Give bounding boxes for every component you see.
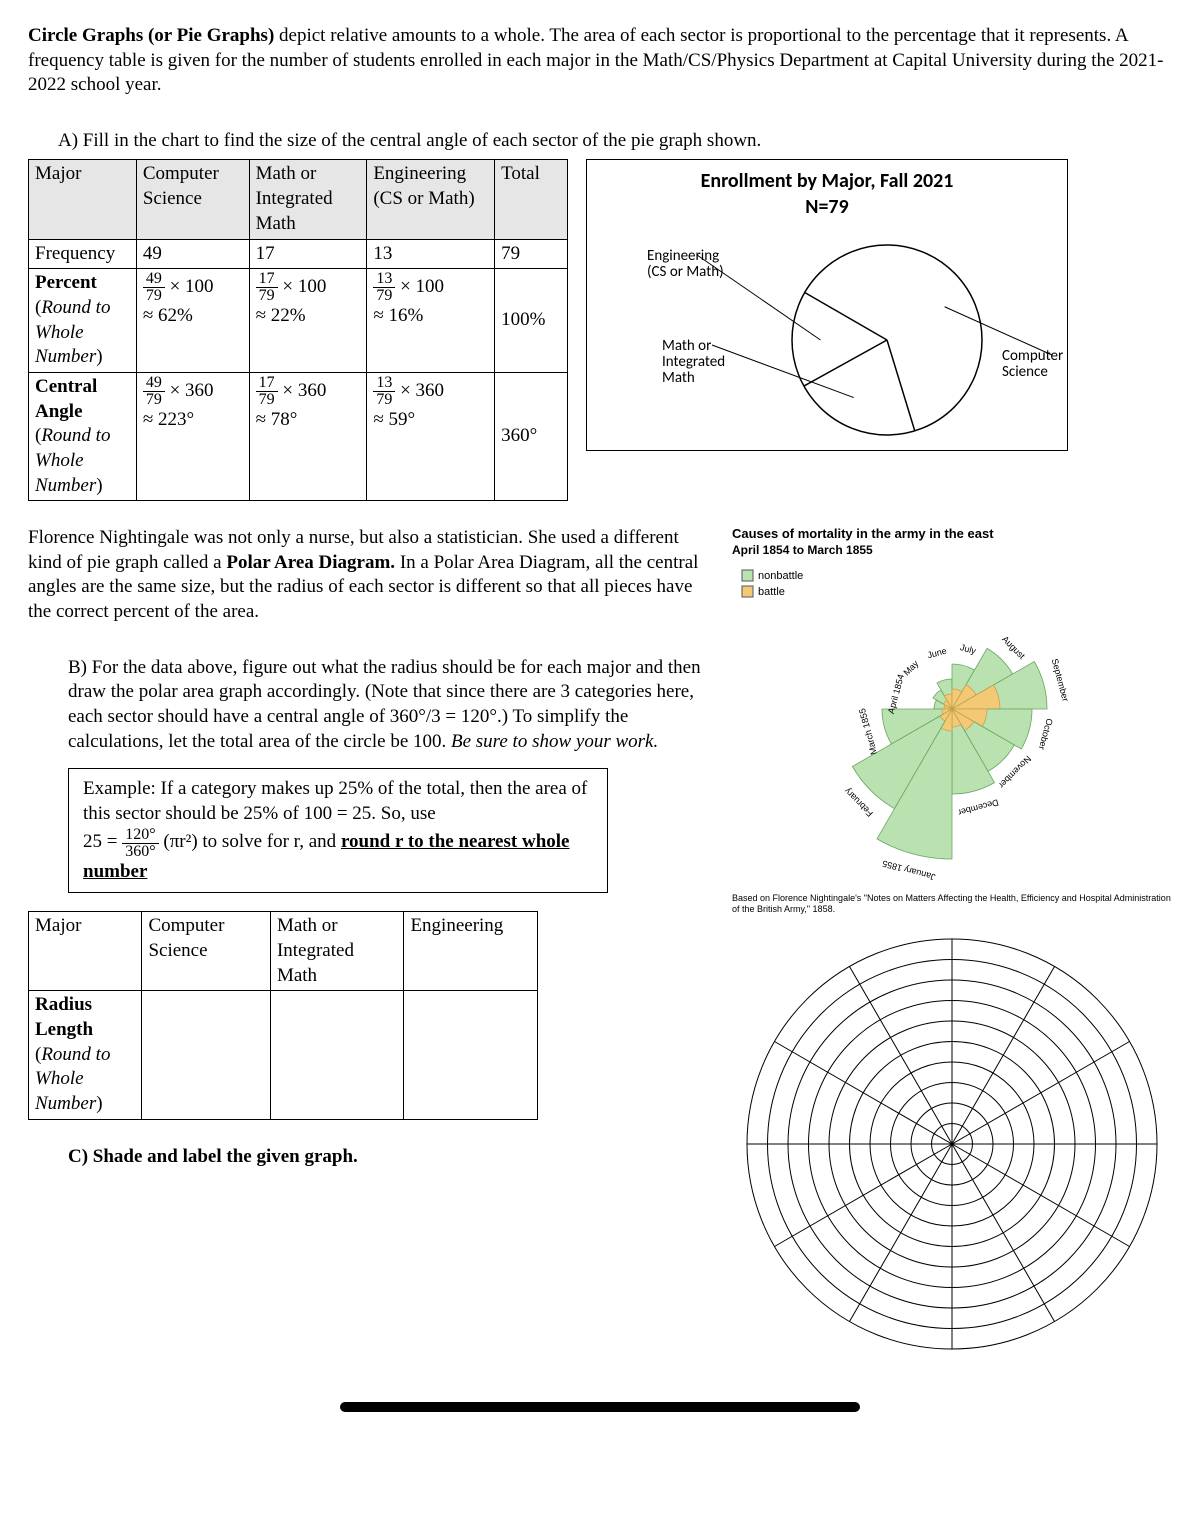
radius-table: Major Computer Science Math or Integrate… [28,911,538,1120]
ang-eng: 1379 × 360≈ 59° [367,372,495,500]
th-eng: Engineering (CS or Math) [367,160,495,239]
svg-text:June: June [926,645,947,660]
ex-lhs: 25 = [83,831,122,852]
svg-text:July: July [959,642,978,656]
row-percent-label: Percent (Round to Whole Number) [29,269,137,373]
example-box: Example: If a category makes up 25% of t… [68,768,608,893]
svg-text:May: May [901,658,920,677]
svg-text:December: December [957,797,1000,817]
row-angle-label: Central Angle (Round to Whole Number) [29,372,137,500]
svg-text:January 1855: January 1855 [881,858,936,882]
pct-cs: 4979 × 100≈ 62% [136,269,249,373]
nightingale-svg: April 1854May June July August September Octo… [732,559,1172,889]
nightingale-row: Florence Nightingale was not only a nurs… [28,526,1172,1372]
partC-prompt: C) Shade and label the given graph. [68,1145,714,1170]
th-cs: Computer Science [136,160,249,239]
ex-rhs: (πr²) to solve for r, and [159,831,341,852]
svg-text:April 1854: April 1854 [886,673,906,715]
svg-text:(CS or Math): (CS or Math) [647,263,724,281]
footer-bar [340,1402,860,1412]
pie-chart-box: Enrollment by Major, Fall 2021 N=79 Engi… [586,159,1068,451]
rt-h3: Engineering [404,912,538,991]
rt-h0: Major [29,912,142,991]
svg-text:Science: Science [1002,363,1048,381]
intro-paragraph: Circle Graphs (or Pie Graphs) depict rel… [28,24,1172,98]
nightingale-diagram: Causes of mortality in the army in the e… [732,526,1172,914]
rt-row-label: Radius Length (Round to Whole Number) [29,991,142,1119]
pct-math: 1779 × 100≈ 22% [249,269,367,373]
pie-svg: Engineering(CS or Math)Math orIntegrated… [587,220,1067,450]
freq-eng: 13 [367,239,495,269]
th-major: Major [29,160,137,239]
night-bold: Polar Area Diagram. [226,552,395,573]
ex-frac: 120°360° [122,827,158,860]
svg-text:October: October [1037,717,1055,751]
blank-polar-svg [732,924,1172,1364]
freq-total: 79 [495,239,568,269]
ang-cs: 4979 × 360≈ 223° [136,372,249,500]
th-math: Math or Integrated Math [249,160,367,239]
intro-title: Circle Graphs (or Pie Graphs) [28,25,274,46]
right-col: Causes of mortality in the army in the e… [732,526,1172,1372]
frequency-table: Major Computer Science Math or Integrate… [28,159,568,501]
ang-math: 1779 × 360≈ 78° [249,372,367,500]
th-total: Total [495,160,568,239]
ex-den: 360° [122,844,158,860]
svg-text:August: August [1000,634,1027,661]
example-line1: Example: If a category makes up 25% of t… [83,778,587,824]
svg-text:Math: Math [662,369,695,387]
rt-math [270,991,404,1119]
svg-text:February: February [842,785,875,818]
rt-cs [142,991,271,1119]
svg-text:March 1855: March 1855 [857,707,879,755]
rt-h2: Math or Integrated Math [270,912,404,991]
rt-eng [404,991,538,1119]
ang-total: 360° [495,372,568,500]
svg-text:September: September [1050,657,1071,702]
svg-text:nonbattle: nonbattle [758,570,803,582]
polar-caption: Based on Florence Nightingale's "Notes o… [732,893,1172,915]
freq-cs: 49 [136,239,249,269]
pie-title-line2: N=79 [805,195,848,219]
pct-total: 100% [495,269,568,373]
example-formula: 25 = 120°360° (πr²) to solve for r, and … [83,831,569,881]
freq-math: 17 [249,239,367,269]
partA-row: Major Computer Science Math or Integrate… [28,159,1172,501]
pie-title-line1: Enrollment by Major, Fall 2021 [701,169,954,193]
polar-title: Causes of mortality in the army in the e… [732,526,1172,543]
pct-eng: 1379 × 100≈ 16% [367,269,495,373]
partB-italic: Be sure to show your work. [451,731,658,752]
partB-prompt: B) For the data above, figure out what t… [68,656,704,755]
row-freq-label: Frequency [29,239,137,269]
svg-text:battle: battle [758,586,785,598]
nightingale-para: Florence Nightingale was not only a nurs… [28,526,714,625]
polar-subtitle: April 1854 to March 1855 [732,543,1172,559]
ex-num: 120° [122,827,158,844]
nightingale-text-col: Florence Nightingale was not only a nurs… [28,526,714,1175]
partA-prompt: A) Fill in the chart to find the size of… [58,129,1172,154]
pie-title: Enrollment by Major, Fall 2021 N=79 [587,168,1067,220]
rt-h1: Computer Science [142,912,271,991]
